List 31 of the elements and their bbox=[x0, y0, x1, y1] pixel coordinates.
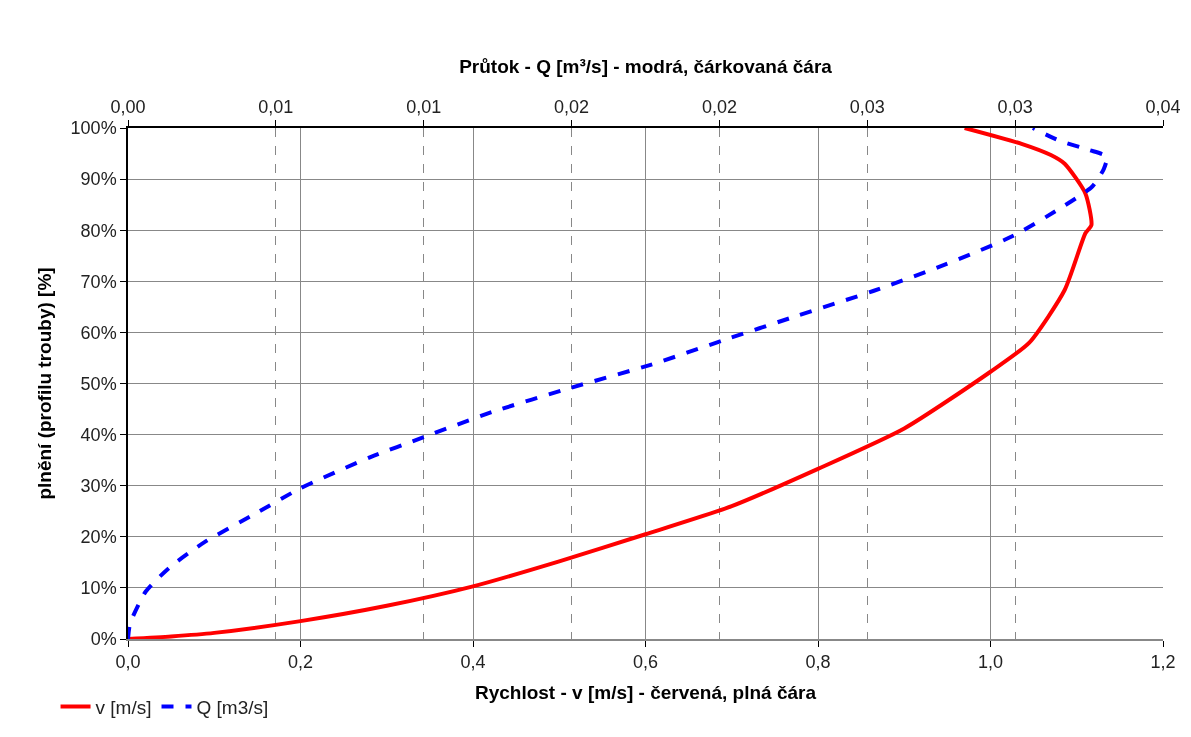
y-tick-label: 20% bbox=[80, 527, 117, 548]
x-tick-label: 1,0 bbox=[977, 652, 1004, 673]
y-tick-label: 50% bbox=[80, 373, 117, 394]
x-tick-label: 0,2 bbox=[287, 652, 314, 673]
x2-tick-label: 0,03 bbox=[997, 97, 1033, 118]
legend-label: Q [m3/s] bbox=[196, 696, 269, 718]
x-tick-label: 0,0 bbox=[115, 652, 141, 673]
y-tick-label: 30% bbox=[80, 476, 117, 496]
x-tick-label: 1,2 bbox=[1150, 652, 1176, 673]
x-axis-title: Rychlost - v [m/s] - červená, plná čára bbox=[474, 681, 817, 703]
y-tick-label: 70% bbox=[80, 271, 117, 292]
y-tick-label: 80% bbox=[80, 220, 117, 241]
y-tick-label: 60% bbox=[80, 322, 117, 343]
legend-label: v [m/s] bbox=[95, 696, 152, 718]
x2-tick-label: 0,02 bbox=[701, 97, 737, 118]
x-tick-label: 0,8 bbox=[805, 652, 831, 673]
y-tick-label: 40% bbox=[80, 424, 117, 445]
y-axis-title: plnění (profilu trouby) [%] bbox=[33, 267, 55, 500]
x2-tick-label: 0,00 bbox=[110, 97, 146, 118]
x2-axis-title: Průtok - Q [m³/s] - modrá, čárkovaná čára bbox=[459, 56, 833, 78]
x-tick-label: 0,4 bbox=[460, 652, 486, 673]
x2-tick-label: 0,04 bbox=[1145, 97, 1181, 118]
x-tick-label: 0,6 bbox=[632, 652, 659, 673]
x2-tick-label: 0,01 bbox=[258, 97, 294, 118]
x2-tick-label: 0,03 bbox=[849, 97, 885, 118]
x2-tick-label: 0,02 bbox=[554, 97, 590, 118]
y-tick-label: 10% bbox=[80, 578, 117, 599]
y-tick-label: 100% bbox=[70, 118, 117, 139]
y-tick-label: 0% bbox=[90, 629, 117, 650]
y-tick-label: 90% bbox=[80, 169, 117, 190]
x2-tick-label: 0,01 bbox=[406, 97, 442, 118]
